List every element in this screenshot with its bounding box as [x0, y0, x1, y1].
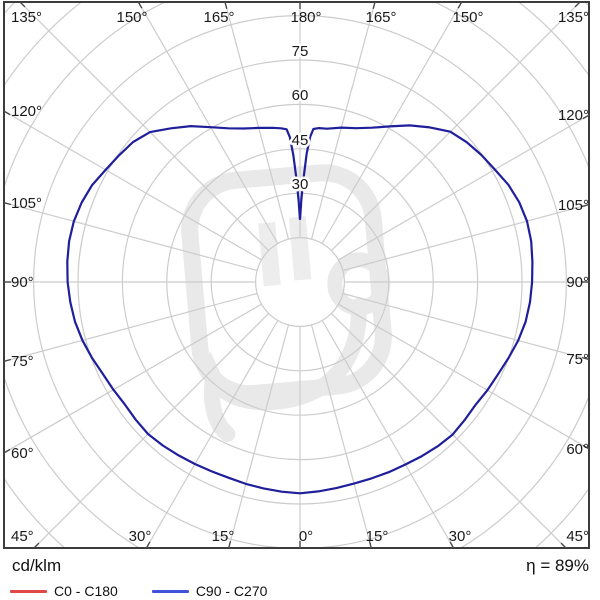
plot-frame	[3, 1, 590, 549]
angle-tick	[449, 541, 455, 549]
angle-label: 60°	[566, 441, 589, 458]
angle-tick	[368, 541, 372, 549]
angle-label: 120°	[558, 107, 589, 124]
legend-item-c90-c270: C90 - C270	[151, 583, 268, 599]
angle-tick	[560, 542, 567, 549]
angle-label: 45°	[11, 528, 34, 545]
angle-tick	[33, 542, 40, 549]
unit-label: cd/klm	[12, 556, 62, 575]
angle-tick	[372, 1, 376, 9]
watermark-shape	[288, 216, 312, 281]
angle-tick	[224, 1, 228, 9]
angle-label: 60°	[11, 445, 34, 462]
polar-grid-ray	[338, 303, 589, 450]
legend-blue-line-swatch	[151, 589, 189, 593]
polar-grid-ray	[310, 2, 376, 240]
angle-tick	[574, 1, 581, 8]
angle-label: 30°	[129, 528, 152, 545]
polar-grid-ray	[4, 292, 258, 362]
angle-tick	[582, 444, 590, 450]
radial-value-label: 60	[292, 87, 309, 104]
polar-grid-ray	[342, 203, 589, 272]
polar-diagram: 0° 15° 15° 30° 30° 45° 45° 60° 60° 75° 75° 90° 90° 10…	[3, 1, 590, 549]
angle-tick	[582, 114, 590, 120]
polar-grid-ray	[310, 324, 372, 548]
polar-grid-ray	[145, 320, 279, 548]
angle-label: 45°	[566, 528, 589, 545]
angle-tick	[3, 202, 11, 206]
polar-grid-ray	[137, 2, 279, 244]
polar-grid-ray	[330, 312, 567, 548]
angle-label: 75°	[11, 353, 34, 370]
radial-value-label: 75	[292, 43, 309, 60]
polar-grid-ray	[224, 2, 290, 240]
polar-grid-ray	[4, 110, 262, 261]
polar-grid-ray	[4, 202, 258, 272]
angle-tick	[582, 203, 590, 208]
watermark-shape	[203, 298, 367, 442]
angle-label: 0°	[299, 528, 313, 545]
watermark-shape	[258, 221, 281, 287]
legend-red-line-swatch	[10, 589, 47, 593]
angle-label: 150°	[116, 9, 147, 26]
polar-grid-ray	[4, 303, 262, 454]
angle-label: 165°	[203, 9, 234, 26]
angle-tick	[457, 1, 463, 9]
angle-tick	[19, 1, 26, 8]
angle-label: 105°	[11, 195, 42, 212]
angle-label: 90°	[566, 274, 589, 291]
polar-grid-ray	[342, 292, 589, 361]
radial-value-label: 30	[292, 176, 309, 193]
polar-grid-ray	[33, 312, 270, 548]
polar-grid	[4, 2, 589, 548]
polar-grid-ray	[338, 114, 589, 261]
polar-grid-ray	[228, 324, 290, 548]
legend-label: C0 - C180	[54, 583, 118, 599]
angle-label: 15°	[212, 528, 235, 545]
angle-label: 15°	[366, 528, 389, 545]
angle-tick	[3, 110, 11, 116]
angle-label: 30°	[449, 528, 472, 545]
angle-label: 150°	[452, 9, 483, 26]
polar-grid-ray	[321, 320, 455, 548]
angle-tick	[137, 1, 143, 9]
angle-label: 135°	[11, 9, 42, 26]
legend-label: C90 - C270	[195, 583, 268, 599]
legend: C0 - C180 C90 - C270	[10, 583, 301, 599]
legend-item-c0-c180: C0 - C180	[10, 583, 118, 599]
efficiency-label: η = 89%	[526, 556, 589, 575]
distributor-logo-watermark	[181, 164, 392, 442]
angle-tick	[3, 358, 11, 362]
angle-label: 120°	[11, 103, 42, 120]
polar-grid-ray	[321, 2, 463, 244]
radial-value-label: 45	[292, 132, 309, 149]
angle-tick	[3, 448, 11, 454]
angle-label: 165°	[365, 9, 396, 26]
angle-tick	[228, 541, 232, 549]
polar-grid-ray	[19, 2, 270, 252]
angle-label: 180°	[290, 9, 321, 26]
angle-label: 135°	[558, 9, 589, 26]
distribution-curve-c90-c270	[66, 124, 534, 495]
angle-label: 90°	[11, 274, 34, 291]
angle-label: 105°	[558, 197, 589, 214]
angle-tick	[582, 356, 590, 361]
angle-tick	[145, 541, 151, 549]
angle-label: 75°	[566, 351, 589, 368]
